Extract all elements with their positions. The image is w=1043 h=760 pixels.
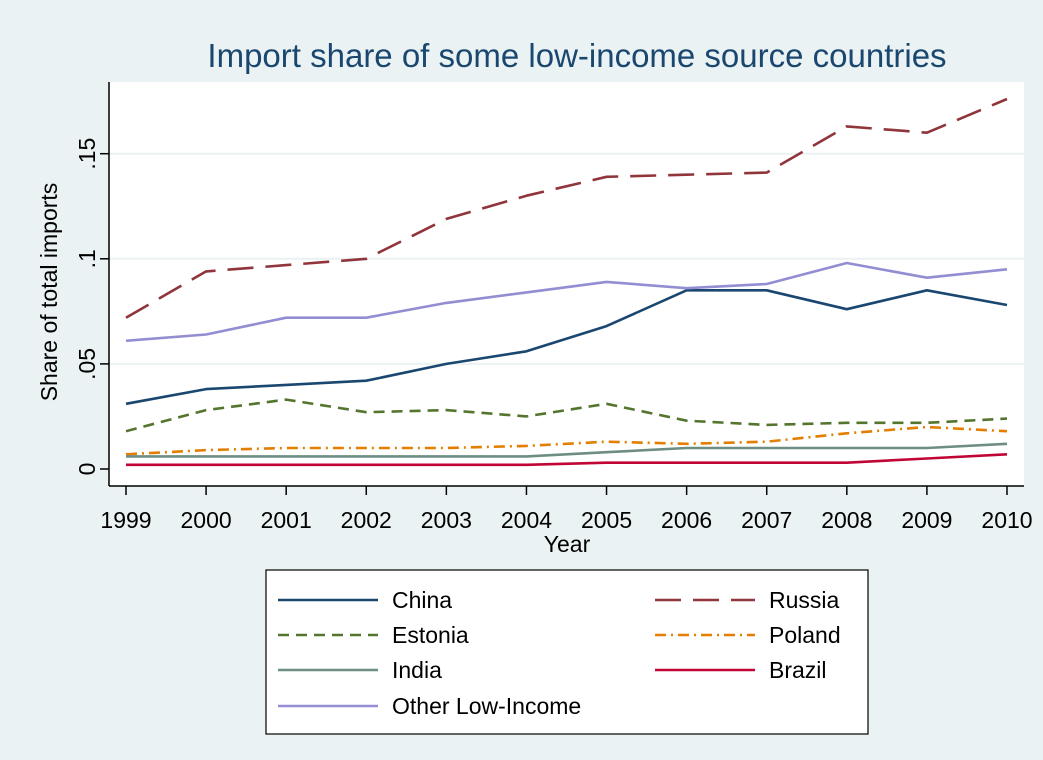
- chart-title: Import share of some low-income source c…: [207, 37, 946, 74]
- gridlines: [109, 152, 1024, 365]
- y-tick-label: .15: [74, 138, 100, 170]
- x-tick-label: 2004: [501, 507, 552, 533]
- x-tick-label: 2002: [341, 507, 392, 533]
- legend: China Russia Estonia Poland India Brazil Other…: [265, 569, 869, 735]
- legend-label: Russia: [769, 587, 840, 613]
- series-line-estonia: [125, 398, 1008, 433]
- legend-label: Brazil: [769, 657, 827, 683]
- y-tick-label: 0: [74, 463, 100, 476]
- legend-label: India: [392, 657, 442, 683]
- x-tick-label: 2007: [741, 507, 792, 533]
- x-tick-label: 2001: [261, 507, 312, 533]
- x-tick-label: 2000: [181, 507, 232, 533]
- legend-label: Poland: [769, 622, 841, 648]
- x-tick-label: 2010: [981, 507, 1032, 533]
- y-tick-label: .05: [74, 348, 100, 380]
- x-tick-label: 2009: [901, 507, 952, 533]
- x-tick-label: 2006: [661, 507, 712, 533]
- series-line-india: [126, 442, 1008, 458]
- plot-area: [109, 82, 1024, 486]
- series-lines: [125, 97, 1008, 467]
- legend-label: Other Low-Income: [392, 693, 581, 719]
- series-line-russia: [125, 97, 1008, 319]
- y-tick-label: .1: [74, 249, 100, 268]
- series-line-other-low-income: [125, 261, 1008, 343]
- x-tick-label: 2003: [421, 507, 472, 533]
- legend-label: Estonia: [392, 622, 469, 648]
- series-line-brazil: [126, 453, 1008, 467]
- x-tick-label: 2005: [581, 507, 632, 533]
- legend-label: China: [392, 587, 452, 613]
- x-axis-label: Year: [544, 531, 591, 557]
- y-axis-label: Share of total imports: [36, 183, 62, 402]
- x-tick-label: 1999: [100, 507, 151, 533]
- series-line-poland: [125, 425, 1008, 456]
- series-line-china: [125, 288, 1008, 406]
- x-tick-label: 2008: [821, 507, 872, 533]
- axes: 0 .05 .1 .15 1999 2000 2001 2002 2003 2004 2005 200…: [74, 82, 1033, 533]
